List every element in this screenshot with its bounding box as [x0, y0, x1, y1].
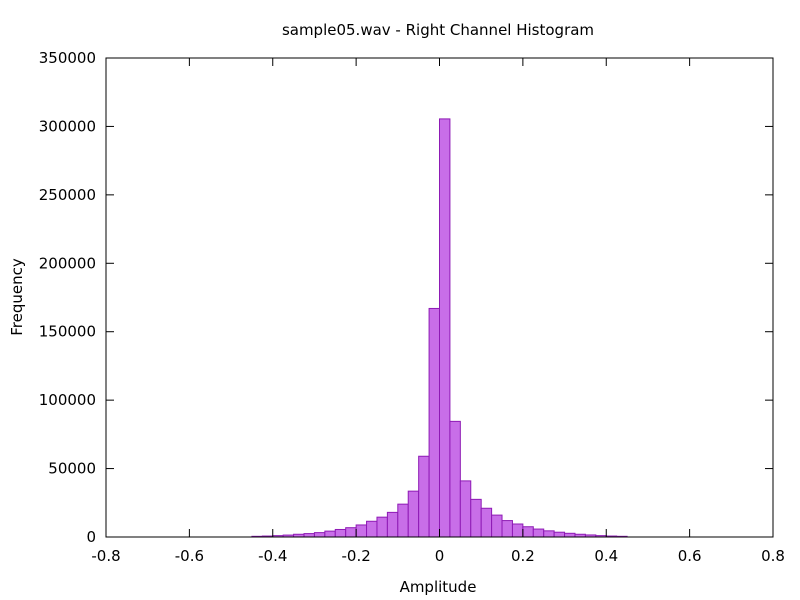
y-axis-label: Frequency [8, 258, 26, 336]
histogram-bar [376, 516, 388, 538]
histogram-bar [397, 503, 409, 538]
x-tick-label: 0.4 [594, 547, 618, 565]
histogram-bar [407, 490, 420, 538]
y-axis: 0 50000 100000 150000 200000 250000 300000 3500… [39, 49, 773, 546]
histogram-bar [459, 480, 472, 538]
histogram-bar [532, 528, 545, 538]
y-tick-label: 250000 [39, 186, 96, 204]
y-tick-label: 300000 [39, 117, 96, 135]
histogram-bar [324, 530, 336, 538]
histogram-bar [543, 530, 555, 538]
histogram-bar [522, 526, 534, 538]
histogram-bar [418, 455, 430, 538]
x-tick-label: 0.2 [511, 547, 535, 565]
histogram-bar [501, 520, 513, 538]
histogram-bar [511, 523, 524, 538]
x-tick-label: -0.2 [341, 547, 370, 565]
y-tick-label: 50000 [48, 460, 96, 478]
x-tick-label: 0 [435, 547, 445, 565]
x-tick-label: -0.8 [91, 547, 120, 565]
histogram-bars [251, 118, 628, 538]
histogram-bar [428, 307, 440, 538]
y-tick-label: 350000 [39, 49, 96, 67]
y-tick-label: 150000 [39, 323, 96, 341]
x-axis: -0.8 -0.6 -0.4 -0.2 0 0.2 0.4 0.6 0.8 [91, 58, 785, 565]
chart-title: sample05.wav - Right Channel Histogram [282, 21, 594, 39]
y-tick-label: 200000 [39, 254, 96, 272]
x-tick-label: -0.6 [175, 547, 204, 565]
histogram-bar [491, 514, 503, 538]
y-tick-label: 100000 [39, 391, 96, 409]
histogram-bar [303, 533, 315, 538]
histogram-bar [366, 520, 378, 538]
histogram-bar [386, 511, 399, 538]
histogram-bar [313, 532, 326, 538]
x-axis-label: Amplitude [400, 578, 477, 596]
histogram-bar [564, 532, 576, 538]
x-tick-label: 0.6 [678, 547, 702, 565]
histogram-bar [345, 527, 357, 538]
histogram-bar [470, 498, 482, 538]
histogram-bar [449, 420, 461, 538]
histogram-bar [355, 524, 368, 538]
y-tick-label: 0 [86, 528, 96, 546]
histogram-bar [480, 507, 493, 538]
histogram-bar [553, 531, 566, 538]
x-tick-label: -0.4 [258, 547, 287, 565]
histogram-bar [439, 118, 451, 538]
histogram-bar [334, 528, 347, 538]
x-tick-label: 0.8 [761, 547, 785, 565]
